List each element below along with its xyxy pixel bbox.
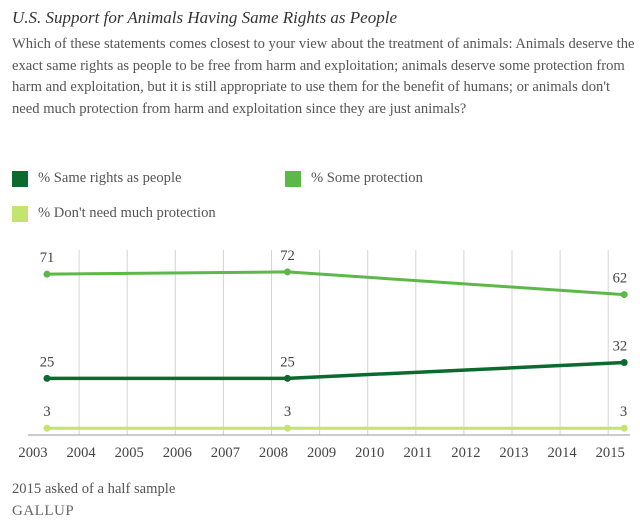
x-tick-label: 2015 <box>596 445 625 461</box>
x-tick-label: 2004 <box>67 445 97 461</box>
x-tick-label: 2007 <box>211 445 240 461</box>
legend-label: % Some protection <box>311 170 423 186</box>
x-tick-label: 2012 <box>451 445 480 461</box>
data-point <box>284 268 291 276</box>
x-tick-label: 2003 <box>18 445 47 461</box>
data-point <box>620 424 628 432</box>
x-tick-label: 2010 <box>355 445 384 461</box>
legend-swatch <box>285 170 301 187</box>
data-label: 25 <box>280 354 295 370</box>
line-chart: 2003 2004 2005 2006 2007 2008 2009 2010 2011 2012… <box>18 248 630 461</box>
data-label: 3 <box>284 404 291 420</box>
data-point <box>43 424 51 432</box>
data-label: 3 <box>43 404 50 420</box>
x-tick-label: 2014 <box>548 445 578 461</box>
x-tick-label: 2009 <box>307 445 336 461</box>
data-label: 3 <box>620 404 627 420</box>
legend-label: % Don't need much protection <box>38 205 216 221</box>
data-point <box>620 359 628 367</box>
legend-item-dont-need: % Don't need much protection <box>12 205 216 222</box>
x-tick-label: 2011 <box>403 445 432 461</box>
x-tick-label: 2013 <box>499 445 528 461</box>
chart-title: U.S. Support for Animals Having Same Rig… <box>12 8 397 27</box>
chart-subtitle: Which of these statements comes closest … <box>12 36 635 117</box>
data-point <box>284 424 291 432</box>
chart-note: 2015 asked of a half sample <box>12 481 176 497</box>
legend-swatch <box>12 205 28 222</box>
data-point <box>43 374 51 382</box>
gallup-logo: GALLUP <box>12 503 75 519</box>
legend-swatch <box>12 170 28 187</box>
legend-item-same-rights: % Same rights as people <box>12 170 181 187</box>
legend-item-some-protection: % Some protection <box>285 170 423 187</box>
data-label: 25 <box>40 354 55 370</box>
x-tick-label: 2006 <box>163 445 192 461</box>
data-label: 71 <box>40 250 55 266</box>
data-label: 72 <box>280 248 295 264</box>
series-line <box>46 270 625 297</box>
data-label: 32 <box>613 339 628 355</box>
x-tick-label: 2005 <box>115 445 144 461</box>
x-tick-label: 2008 <box>259 445 288 461</box>
data-label: 62 <box>613 271 628 287</box>
data-point <box>284 374 291 382</box>
series-line <box>47 360 625 381</box>
legend-label: % Same rights as people <box>38 170 182 186</box>
data-point <box>620 291 628 299</box>
data-point <box>43 270 51 278</box>
